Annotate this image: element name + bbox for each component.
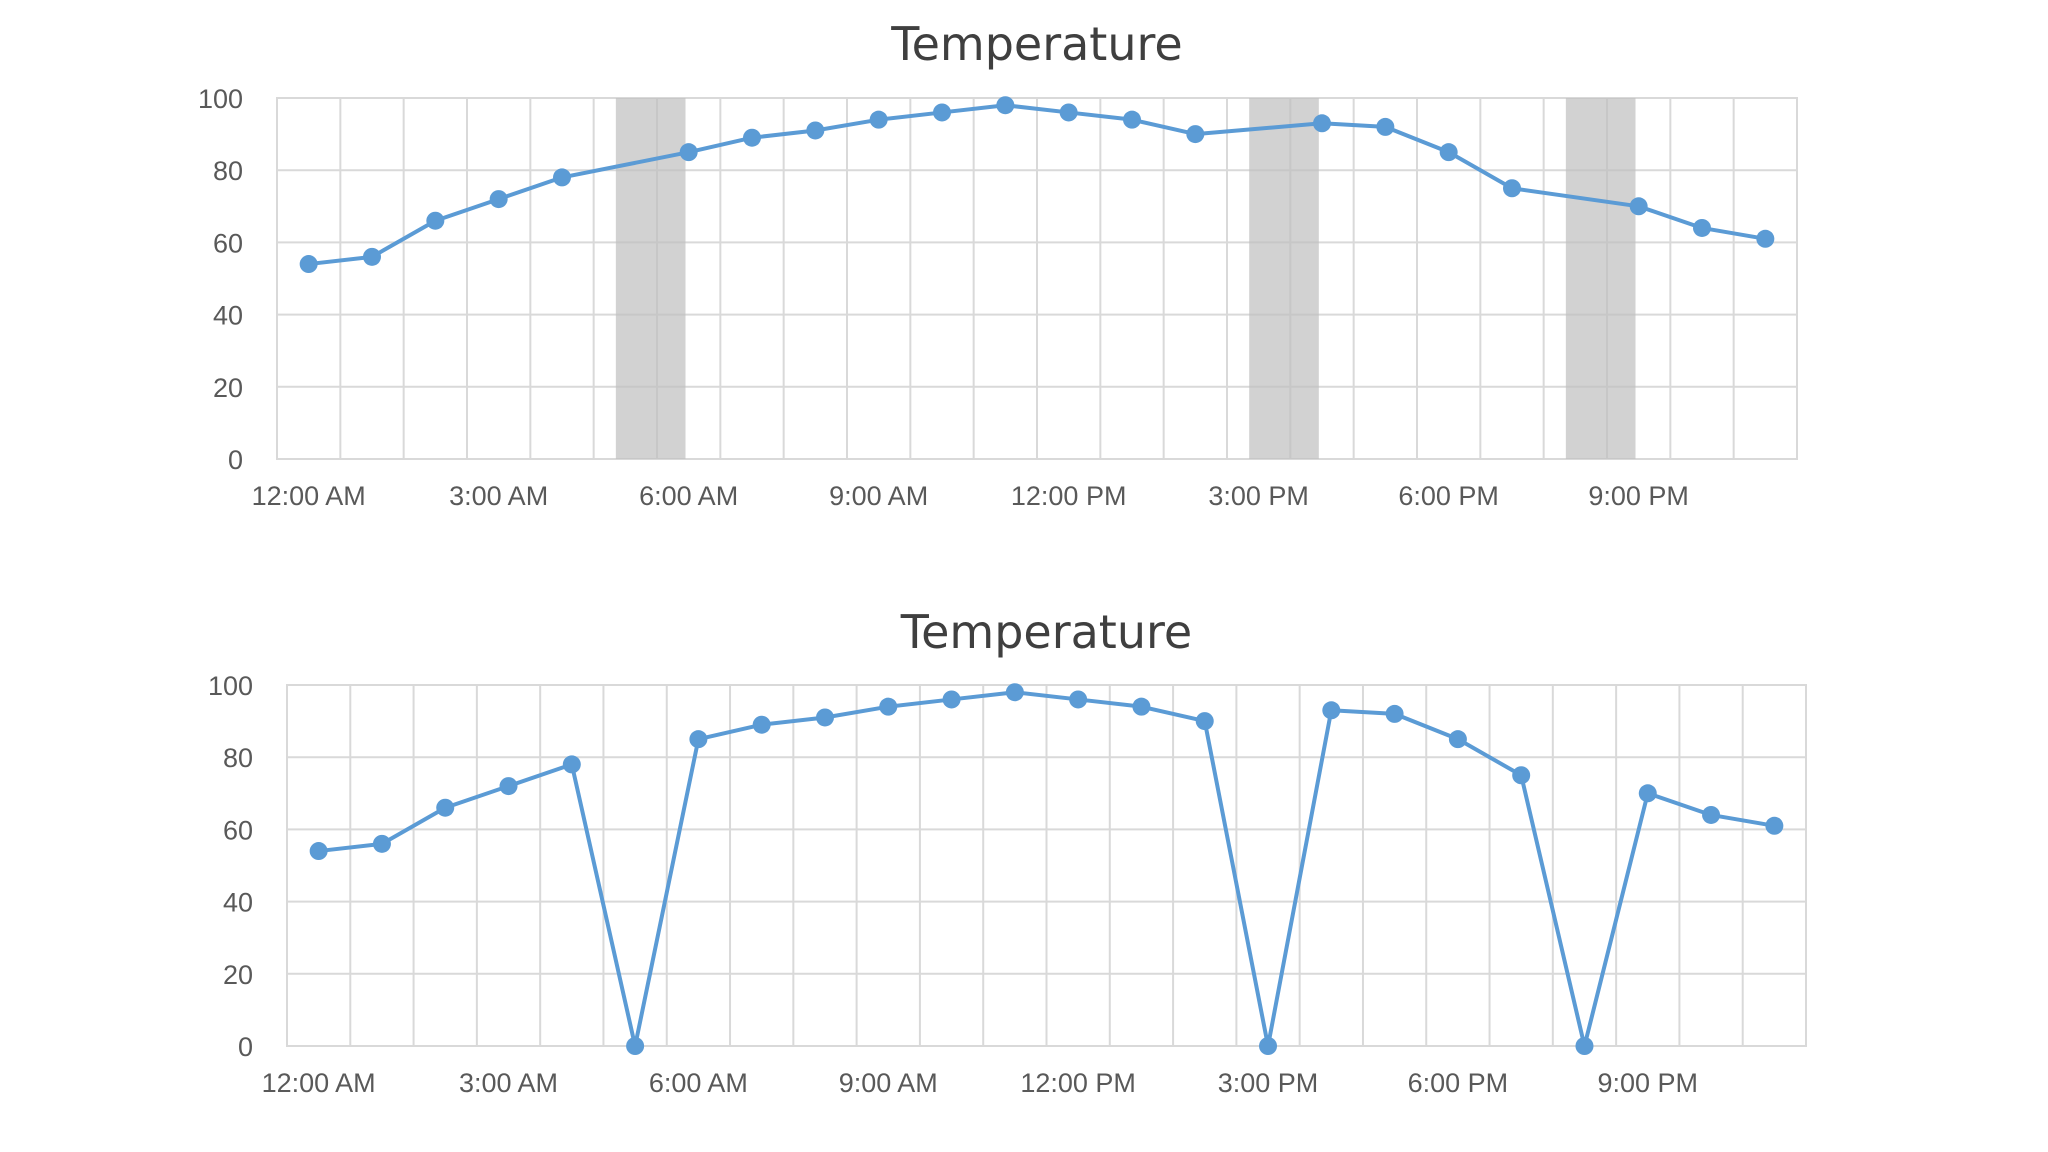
data-point xyxy=(752,715,771,734)
data-point xyxy=(1259,1037,1278,1055)
data-point xyxy=(372,834,391,853)
data-point xyxy=(689,730,708,749)
missing-data-band xyxy=(1565,98,1636,459)
data-point xyxy=(626,1037,645,1055)
y-tick-label: 100 xyxy=(208,671,253,701)
y-tick-label: 40 xyxy=(213,301,243,331)
data-point xyxy=(679,143,698,162)
y-tick-label: 80 xyxy=(213,156,243,186)
data-point xyxy=(1132,697,1151,716)
data-point xyxy=(933,103,951,122)
x-tick-label: 9:00 PM xyxy=(1588,481,1689,511)
y-tick-label: 20 xyxy=(213,373,243,403)
x-tick-label: 9:00 PM xyxy=(1597,1068,1698,1098)
data-point xyxy=(1195,712,1214,731)
x-tick-label: 3:00 PM xyxy=(1218,1068,1319,1098)
data-point xyxy=(1756,229,1775,248)
chart-title: Temperature xyxy=(900,605,1192,659)
data-point xyxy=(1123,110,1141,129)
missing-data-band xyxy=(1249,98,1319,459)
data-point xyxy=(1765,816,1784,835)
data-point xyxy=(1448,730,1467,749)
data-point xyxy=(1005,683,1024,702)
x-tick-label: 6:00 AM xyxy=(639,481,738,511)
data-point xyxy=(1069,690,1088,709)
x-tick-label: 12:00 AM xyxy=(262,1068,376,1098)
x-tick-label: 3:00 AM xyxy=(459,1068,558,1098)
data-point xyxy=(1575,1037,1594,1055)
data-point xyxy=(1322,701,1341,720)
data-point xyxy=(1503,179,1521,198)
x-tick-label: 12:00 AM xyxy=(252,481,366,511)
data-point xyxy=(1702,805,1721,824)
plot-area xyxy=(286,684,1807,1047)
data-point xyxy=(996,96,1015,115)
data-point xyxy=(1638,784,1657,803)
data-point xyxy=(1693,218,1711,237)
data-point xyxy=(309,842,328,861)
x-tick-label: 6:00 PM xyxy=(1408,1068,1509,1098)
data-point xyxy=(1629,197,1648,216)
data-point xyxy=(1313,114,1331,133)
data-point xyxy=(942,690,961,709)
data-point xyxy=(489,190,508,209)
x-tick-label: 12:00 PM xyxy=(1011,481,1127,511)
data-point xyxy=(1376,117,1395,136)
series-line xyxy=(318,690,1775,1048)
data-point xyxy=(499,777,518,796)
chart-title: Temperature xyxy=(890,17,1182,71)
x-tick-label: 6:00 AM xyxy=(649,1068,748,1098)
y-tick-label: 40 xyxy=(223,888,253,918)
y-tick-label: 0 xyxy=(238,1032,253,1062)
data-point xyxy=(562,755,581,774)
x-tick-label: 3:00 AM xyxy=(449,481,548,511)
y-tick-label: 0 xyxy=(228,445,243,475)
x-tick-label: 3:00 PM xyxy=(1208,481,1309,511)
data-point xyxy=(806,121,825,140)
data-point xyxy=(1385,704,1404,723)
data-point xyxy=(1186,125,1205,144)
data-point xyxy=(363,247,381,266)
missing-data-band xyxy=(615,98,686,459)
data-point xyxy=(815,708,834,727)
plot-area xyxy=(276,97,1798,460)
chart-top: Temperature 0 20 40 60 80 100 12:00 AM 3:00 AM 6:… xyxy=(198,17,1798,511)
data-point xyxy=(1439,143,1458,162)
chart-bottom: Temperature 0 20 40 60 80 100 12:00 AM 3:00 AM 6:… xyxy=(208,605,1807,1098)
y-tick-label: 100 xyxy=(198,84,243,114)
x-tick-label: 6:00 PM xyxy=(1398,481,1499,511)
data-point xyxy=(1512,766,1531,785)
x-tick-label: 9:00 AM xyxy=(829,481,928,511)
y-tick-label: 20 xyxy=(223,960,253,990)
x-tick-label: 12:00 PM xyxy=(1020,1068,1136,1098)
x-tick-label: 9:00 AM xyxy=(839,1068,938,1098)
data-point xyxy=(869,110,888,129)
y-tick-label: 80 xyxy=(223,743,253,773)
data-point xyxy=(743,128,761,147)
y-tick-label: 60 xyxy=(213,228,243,258)
data-point xyxy=(426,211,445,230)
y-tick-label: 60 xyxy=(223,815,253,845)
data-point xyxy=(879,697,898,716)
data-point xyxy=(1059,103,1078,122)
data-point xyxy=(553,168,571,187)
data-point xyxy=(436,798,455,817)
data-point xyxy=(299,255,318,274)
